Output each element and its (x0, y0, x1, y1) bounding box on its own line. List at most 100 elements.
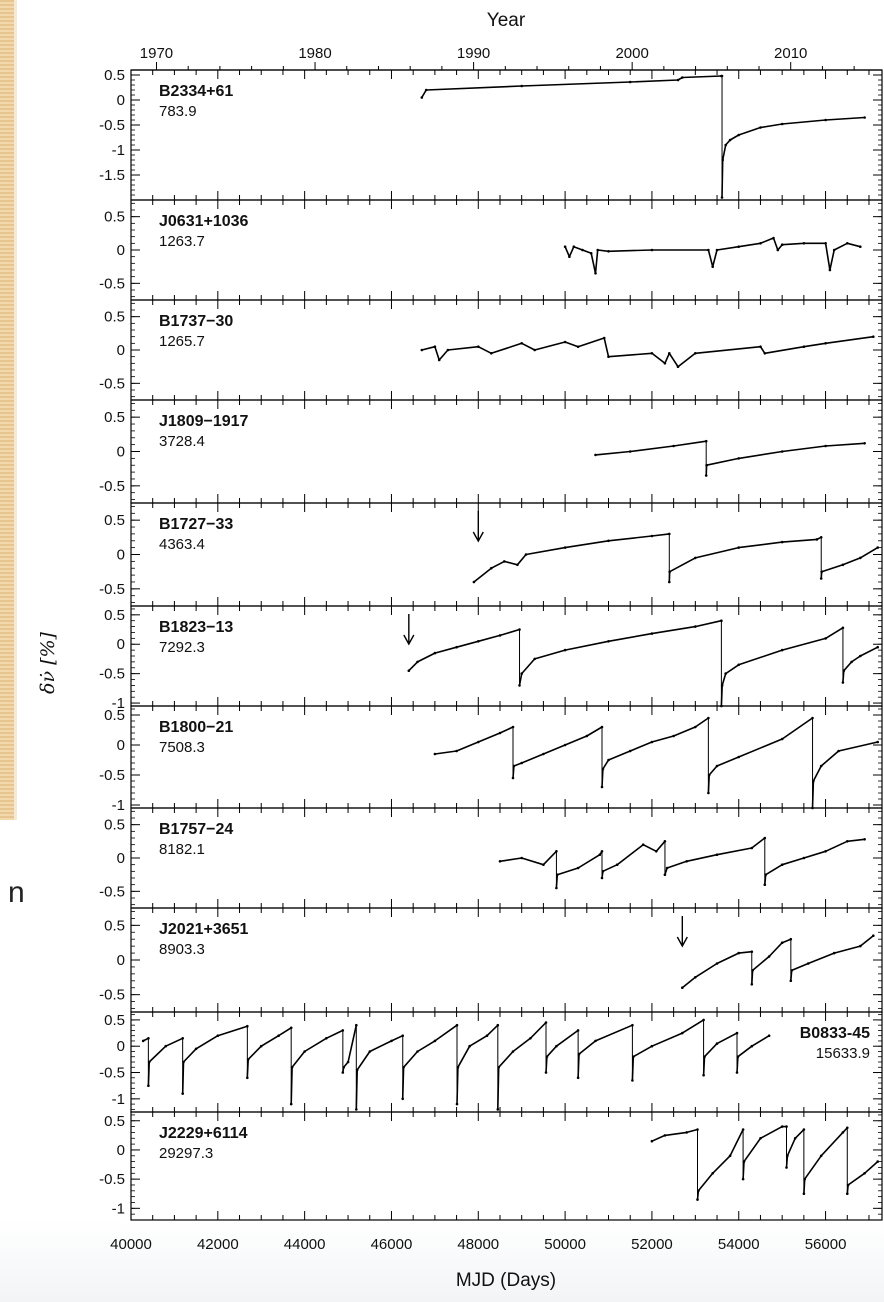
data-point (511, 1050, 515, 1053)
y-tick-label: 0.5 (104, 1012, 125, 1029)
pulsar-name: B1800−21 (159, 719, 233, 736)
data-point (520, 672, 523, 675)
y-tick-label: -0.5 (99, 1171, 125, 1188)
panel-b1757-24: 0.5 0 -0.5 B1757−24 8182.1 (99, 807, 883, 909)
data-point (737, 755, 740, 759)
data-point (433, 651, 437, 655)
data-point (737, 457, 740, 460)
data-point (341, 1029, 345, 1032)
data-series-line (842, 646, 879, 683)
data-point (728, 138, 732, 142)
data-point (767, 955, 771, 958)
arrow-marker-head (403, 634, 415, 646)
data-point (802, 345, 806, 349)
data-point (780, 1125, 784, 1128)
data-point (576, 1076, 580, 1080)
data-point (872, 335, 875, 339)
data-point (715, 764, 719, 768)
data-point (715, 248, 719, 252)
data-point (785, 1166, 788, 1169)
data-point (824, 444, 827, 448)
data-point (863, 442, 866, 445)
data-series-line (631, 1019, 705, 1081)
y-tick-label: 0 (117, 92, 125, 109)
data-point (325, 1037, 328, 1040)
data-series-line (512, 726, 603, 779)
pulsar-name: J1809−1917 (159, 413, 249, 430)
data-point (544, 1021, 548, 1024)
data-point (846, 242, 849, 245)
y-tick-label: -0.5 (99, 581, 125, 598)
data-point (216, 1034, 220, 1037)
data-point (694, 556, 697, 560)
data-point (780, 122, 784, 126)
pulsar-name: B1757−24 (159, 821, 233, 838)
data-point (663, 840, 667, 843)
data-point (628, 450, 632, 453)
data-point (767, 1034, 771, 1037)
data-point (759, 242, 762, 245)
pulsar-name: B0833-45 (800, 1025, 870, 1042)
data-point (715, 1042, 719, 1045)
pulsar-name: J2021+3651 (159, 921, 249, 938)
pulsar-value: 8903.3 (159, 941, 205, 958)
data-point (750, 1044, 754, 1048)
year-tick-label: 1980 (298, 45, 331, 62)
y-tick-label: 0.5 (104, 209, 125, 226)
y-tick-label: 0.5 (104, 512, 125, 529)
data-point (863, 838, 866, 841)
data-series-line (751, 938, 792, 985)
panel-j0631-1036: 0.5 0 -0.5 J0631+1036 1263.7 (99, 199, 883, 301)
mjd-tick-label: 48000 (457, 1236, 499, 1253)
data-point (503, 560, 506, 563)
panel-b1727-33: 0.5 0 -0.5 B1727−33 4363.4 (99, 502, 883, 607)
data-point (876, 546, 879, 549)
data-series-line (721, 116, 865, 198)
data-series-line (246, 1027, 292, 1078)
data-series-line (846, 1161, 879, 1194)
data-point (824, 637, 827, 640)
data-series-line (497, 1021, 547, 1110)
data-point (529, 1037, 532, 1040)
data-point (668, 580, 671, 584)
y-tick-label: -0.5 (99, 478, 125, 495)
data-point (555, 1044, 558, 1048)
y-tick-label: 0 (117, 1038, 125, 1055)
data-point (759, 345, 762, 349)
data-point (542, 752, 545, 756)
data-series-line (681, 950, 752, 989)
panel-b1737-30: 0.5 0 -0.5 B1737−30 1265.7 (99, 299, 883, 401)
panel-b0833-45: 0.5 0 -0.5 -1 B0833-45 15633.9 (99, 1011, 883, 1113)
data-point (824, 242, 827, 245)
data-series-line (545, 1029, 579, 1073)
data-point (520, 856, 523, 860)
y-tick-label: -1 (112, 1091, 125, 1108)
data-point (600, 850, 604, 853)
y-tick-label: -1 (112, 1200, 125, 1217)
data-point (498, 634, 502, 637)
data-point (407, 669, 411, 672)
pulsar-value: 7508.3 (159, 739, 205, 756)
year-tick-label: 2000 (615, 45, 648, 62)
data-point (876, 1160, 879, 1163)
data-point (676, 78, 680, 82)
y-tick-label: 0 (117, 547, 125, 564)
data-point (859, 654, 862, 658)
data-point (355, 1108, 358, 1111)
data-series-line (408, 628, 520, 672)
data-point (819, 764, 823, 768)
pulsar-value: 4363.4 (159, 536, 205, 553)
data-point (681, 76, 684, 79)
data-point (750, 983, 754, 986)
y-tick-label: 0.5 (104, 67, 125, 84)
year-tick-label: 1970 (140, 45, 173, 62)
data-point (576, 866, 580, 870)
arrow-marker-head (676, 936, 688, 948)
data-point (806, 962, 810, 965)
data-point (819, 536, 823, 539)
pulsar-name: B1737−30 (159, 313, 233, 330)
year-tick-label: 2010 (774, 45, 807, 62)
data-point (628, 80, 632, 84)
data-point (741, 1128, 745, 1131)
data-point (668, 352, 671, 355)
